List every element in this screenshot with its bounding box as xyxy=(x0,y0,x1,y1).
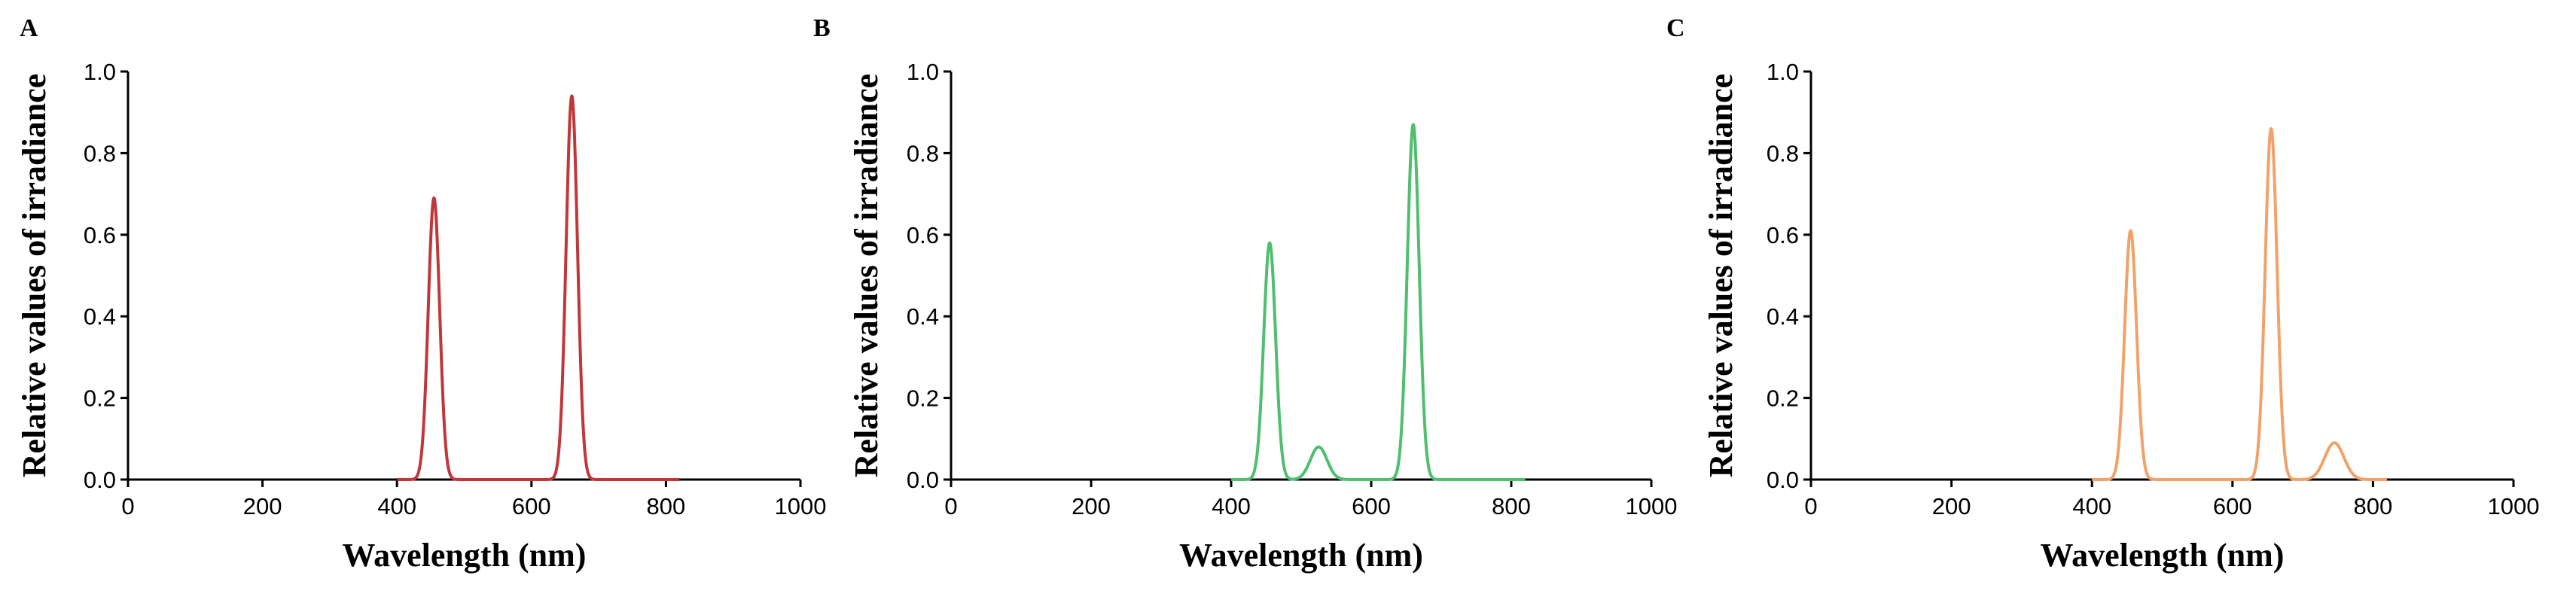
x-tick-label: 600 xyxy=(512,493,551,519)
x-tick-label: 400 xyxy=(2072,493,2111,519)
x-tick-label: 0 xyxy=(1804,493,1817,519)
x-tick-label: 400 xyxy=(377,493,416,519)
y-tick-label: 0.0 xyxy=(907,467,939,493)
spectrum-line xyxy=(1230,123,1527,481)
y-axis-title: Relative values of irradiance xyxy=(1703,74,1739,477)
x-tick-label: 1000 xyxy=(775,493,827,519)
chart-panel-a: A 0.0 0.2 0.4 0.6 0.8 1.0 0 200 400 600 800 1000 Wave… xyxy=(16,14,826,574)
panel-label: A xyxy=(20,14,38,42)
x-axis-title: Wavelength (nm) xyxy=(1179,537,1423,574)
panel-label: B xyxy=(813,14,831,42)
y-tick-label: 0.2 xyxy=(1767,385,1799,412)
x-tick-label: 800 xyxy=(2354,493,2393,519)
y-tick-label: 0.0 xyxy=(1767,467,1799,493)
spectrum-line xyxy=(395,94,681,481)
y-axis-title: Relative values of irradiance xyxy=(848,74,885,477)
y-tick-label: 0.4 xyxy=(84,303,116,330)
y-tick-label: 0.2 xyxy=(907,385,939,412)
y-tick-label: 0.6 xyxy=(907,222,939,248)
x-tick-label: 0 xyxy=(121,493,134,519)
chart-panel-c: C 0.0 0.2 0.4 0.6 0.8 1.0 0 200 400 600 800 1000 Wave… xyxy=(1666,14,2539,574)
x-axis-title: Wavelength (nm) xyxy=(343,537,587,574)
spectrum-line xyxy=(2090,126,2389,481)
y-tick-label: 1.0 xyxy=(907,59,939,85)
y-tick-label: 0.8 xyxy=(907,140,939,166)
x-tick-label: 200 xyxy=(1072,493,1111,519)
y-tick-label: 0.4 xyxy=(907,303,939,330)
y-tick-label: 0.6 xyxy=(84,222,116,248)
x-tick-label: 1000 xyxy=(2488,493,2540,519)
x-tick-label: 1000 xyxy=(1626,493,1678,519)
x-axis-title: Wavelength (nm) xyxy=(2041,537,2285,574)
y-tick-label: 0.8 xyxy=(1767,140,1799,166)
x-tick-label: 400 xyxy=(1212,493,1251,519)
y-tick-label: 1.0 xyxy=(1767,59,1799,85)
y-tick-label: 1.0 xyxy=(84,59,116,85)
panel-label: C xyxy=(1666,14,1685,42)
y-axis-title: Relative values of irradiance xyxy=(16,74,53,477)
x-tick-label: 600 xyxy=(2213,493,2252,519)
chart-panel-b: B 0.0 0.2 0.4 0.6 0.8 1.0 0 200 400 600 800 1000 Wave… xyxy=(813,14,1677,574)
x-tick-label: 200 xyxy=(1932,493,1971,519)
y-tick-label: 0.2 xyxy=(84,385,116,412)
y-tick-label: 0.0 xyxy=(84,467,116,493)
x-tick-label: 200 xyxy=(243,493,282,519)
y-tick-label: 0.8 xyxy=(84,140,116,166)
x-tick-label: 600 xyxy=(1352,493,1391,519)
y-tick-label: 0.4 xyxy=(1767,303,1799,330)
y-tick-label: 0.6 xyxy=(1767,222,1799,248)
x-tick-label: 0 xyxy=(944,493,957,519)
x-tick-label: 800 xyxy=(647,493,686,519)
x-tick-label: 800 xyxy=(1492,493,1531,519)
